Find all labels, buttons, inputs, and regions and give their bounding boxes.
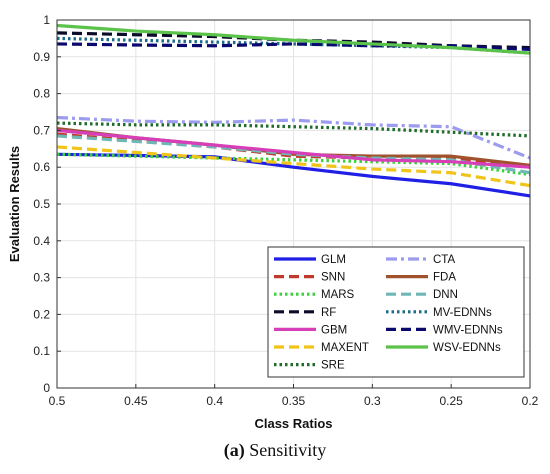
legend-label-mars: MARS	[321, 289, 355, 301]
x-tick-label: 0.5	[49, 394, 66, 408]
series-line-gbm	[56, 128, 531, 169]
legend-label-wmv-ednns: WMV-EDNNs	[433, 324, 503, 336]
legend-label-maxent: MAXENT	[321, 342, 369, 354]
legend-label-rf: RF	[321, 307, 336, 319]
y-tick-label: 0.6	[33, 160, 50, 174]
x-axis-ticks: 0.5 0.45 0.4 0.35 0.3 0.25 0.2	[49, 384, 539, 408]
legend-label-snn: SNN	[321, 272, 345, 284]
x-tick-label: 0.2	[522, 394, 539, 408]
legend-label-fda: FDA	[433, 272, 456, 284]
series-lines	[56, 23, 531, 198]
series-line-mars	[56, 152, 531, 177]
series-line-cta	[56, 115, 531, 160]
y-tick-label: 1	[43, 13, 50, 27]
series-line-dnn	[56, 134, 531, 175]
figure-caption: (a) Sensitivity	[0, 440, 550, 461]
y-tick-label: 0.3	[33, 271, 50, 285]
x-axis-title: Class Ratios	[254, 416, 332, 431]
legend-label-gbm: GBM	[321, 324, 347, 336]
series-line-wsv-ednns	[56, 23, 531, 55]
y-axis-title: Evaluation Results	[7, 146, 22, 262]
series-line-sre	[56, 121, 531, 138]
x-tick-label: 0.4	[206, 394, 223, 408]
x-tick-label: 0.45	[124, 394, 148, 408]
x-tick-label: 0.3	[364, 394, 381, 408]
y-tick-label: 0.4	[33, 234, 50, 248]
legend-label-dnn: DNN	[433, 289, 458, 301]
y-tick-label: 0.9	[33, 50, 50, 64]
y-tick-label: 0	[43, 381, 50, 395]
y-tick-label: 0.7	[33, 123, 50, 137]
y-axis-ticks: 0 0.1 0.2 0.3 0.4 0.5 0.6 0.7 0.8 0.9 1	[33, 13, 61, 395]
legend-label-wsv-ednns: WSV-EDNNs	[433, 342, 501, 354]
legend-label-glm: GLM	[321, 254, 346, 266]
line-chart: 0.5 0.45 0.4 0.35 0.3 0.25 0.2 00.10.20.30.40.…	[7, 13, 539, 431]
series-line-mv-ednns	[56, 36, 531, 55]
legend-label-cta: CTA	[433, 254, 455, 266]
legend-label-sre: SRE	[321, 360, 345, 372]
x-tick-label: 0.25	[439, 394, 463, 408]
caption-text: Sensitivity	[244, 440, 327, 460]
y-tick-label: 0.5	[33, 197, 50, 211]
caption-label: (a)	[223, 440, 245, 460]
y-tick-label: 0.1	[33, 344, 50, 358]
series-line-maxent	[56, 145, 531, 188]
legend: GLM CTA SNN FDA MARS DNN RF MV-EDNNs GBM WMV-EDNN…	[267, 246, 525, 378]
y-tick-label: 0.8	[33, 87, 50, 101]
legend-label-mv-ednns: MV-EDNNs	[433, 307, 492, 319]
series-line-wmv-ednns	[56, 42, 531, 52]
x-tick-label: 0.35	[282, 394, 306, 408]
y-tick-label: 0.2	[33, 307, 50, 321]
